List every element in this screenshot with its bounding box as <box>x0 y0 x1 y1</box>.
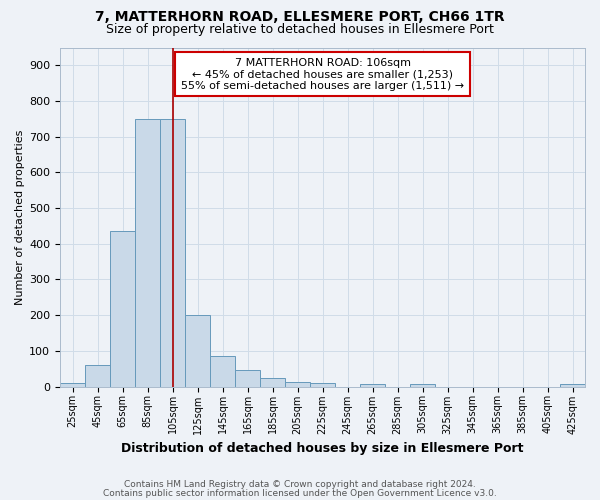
Text: Contains public sector information licensed under the Open Government Licence v3: Contains public sector information licen… <box>103 488 497 498</box>
Bar <box>60 383 85 386</box>
Bar <box>85 365 110 386</box>
Bar <box>410 384 435 386</box>
Y-axis label: Number of detached properties: Number of detached properties <box>15 130 25 304</box>
Bar <box>110 232 135 386</box>
Text: Size of property relative to detached houses in Ellesmere Port: Size of property relative to detached ho… <box>106 22 494 36</box>
Bar <box>135 119 160 386</box>
Bar <box>310 383 335 386</box>
Bar <box>285 382 310 386</box>
Text: Contains HM Land Registry data © Crown copyright and database right 2024.: Contains HM Land Registry data © Crown c… <box>124 480 476 489</box>
Bar <box>560 384 585 386</box>
Text: 7 MATTERHORN ROAD: 106sqm
← 45% of detached houses are smaller (1,253)
55% of se: 7 MATTERHORN ROAD: 106sqm ← 45% of detac… <box>181 58 464 91</box>
Bar <box>360 384 385 386</box>
Bar <box>160 119 185 386</box>
Bar <box>260 378 285 386</box>
Text: 7, MATTERHORN ROAD, ELLESMERE PORT, CH66 1TR: 7, MATTERHORN ROAD, ELLESMERE PORT, CH66… <box>95 10 505 24</box>
Bar <box>210 356 235 386</box>
Bar <box>185 315 210 386</box>
X-axis label: Distribution of detached houses by size in Ellesmere Port: Distribution of detached houses by size … <box>121 442 524 455</box>
Bar <box>235 370 260 386</box>
